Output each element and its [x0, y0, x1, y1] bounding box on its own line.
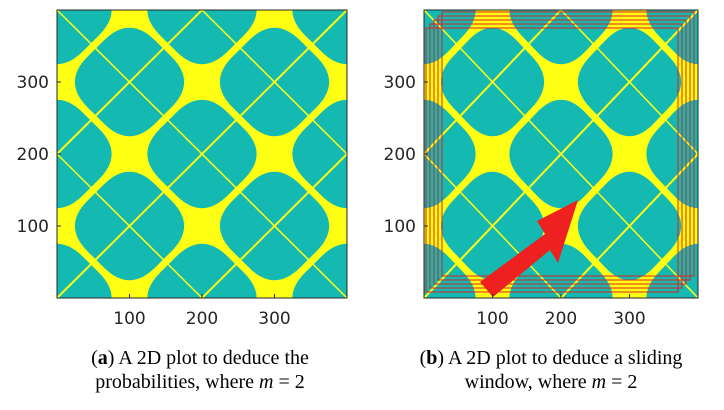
x-tick-label: 300 — [613, 309, 645, 329]
y-tick-label: 300 — [384, 73, 416, 93]
caption-a-line1: ) A 2D plot to deduce the — [107, 347, 309, 369]
plot-a-ticks: 100 200 300 100 200 300 — [17, 73, 291, 329]
pattern-antidiagonal — [560, 10, 698, 156]
pattern-antidiagonal — [424, 10, 698, 298]
x-tick-label: 200 — [186, 309, 218, 329]
pattern-cell — [715, 28, 724, 136]
caption-a-eq: = 2 — [273, 371, 305, 393]
caption-b-line2: window, where — [464, 371, 592, 393]
window-rect — [425, 27, 679, 293]
window-rect — [441, 11, 695, 277]
pattern-diagonal — [57, 10, 203, 156]
y-tick-label: 100 — [384, 217, 416, 237]
pattern-cell — [646, 99, 698, 209]
caption-a: (a) A 2D plot to deduce the probabilitie… — [91, 347, 309, 393]
pattern-antidiagonal — [424, 152, 562, 298]
caption-b-eq: = 2 — [606, 371, 638, 393]
x-tick-label: 100 — [113, 309, 145, 329]
direction-arrow — [480, 200, 578, 297]
x-tick-label: 100 — [476, 309, 508, 329]
pattern-antidiagonal — [57, 152, 203, 298]
sliding-windows — [425, 11, 695, 293]
pattern-antidiagonal — [697, 10, 698, 12]
caption-a-var: m — [259, 371, 274, 393]
window-rect — [429, 23, 683, 289]
y-tick-label: 100 — [17, 217, 49, 237]
pattern-diagonal — [424, 10, 562, 156]
y-tick-label: 200 — [17, 145, 49, 165]
pattern-cell — [715, 172, 724, 280]
pattern-antidiagonal — [201, 10, 347, 156]
pattern-antidiagonal — [57, 10, 347, 298]
pattern-cell — [147, 10, 257, 65]
caption-b-tag: b — [426, 347, 438, 369]
x-tick-label: 300 — [258, 309, 290, 329]
pattern-cell — [424, 99, 476, 209]
pattern-cell — [57, 99, 112, 209]
plot-b-ticks: 100 200 300 100 200 300 — [384, 73, 646, 329]
caption-b-line1: ) A 2D plot to deduce a sliding — [437, 347, 683, 369]
x-tick-label: 200 — [545, 309, 577, 329]
pattern-diagonal — [697, 296, 698, 298]
caption-a-tag: a — [97, 347, 108, 369]
caption-b: (b) A 2D plot to deduce a sliding window… — [419, 347, 683, 393]
y-tick-label: 300 — [17, 73, 49, 93]
pattern-diagonal — [201, 152, 347, 298]
plot-b: 100 200 300 100 200 300 — [384, 9, 724, 329]
pattern-cell — [292, 99, 347, 209]
caption-a-line2: probabilities, where — [95, 371, 260, 393]
pattern-cell — [147, 243, 257, 298]
window-rect — [433, 19, 687, 285]
window-rect — [437, 15, 691, 281]
caption-b-var: m — [591, 371, 607, 393]
pattern-diagonal — [560, 152, 698, 298]
y-tick-label: 200 — [384, 145, 416, 165]
